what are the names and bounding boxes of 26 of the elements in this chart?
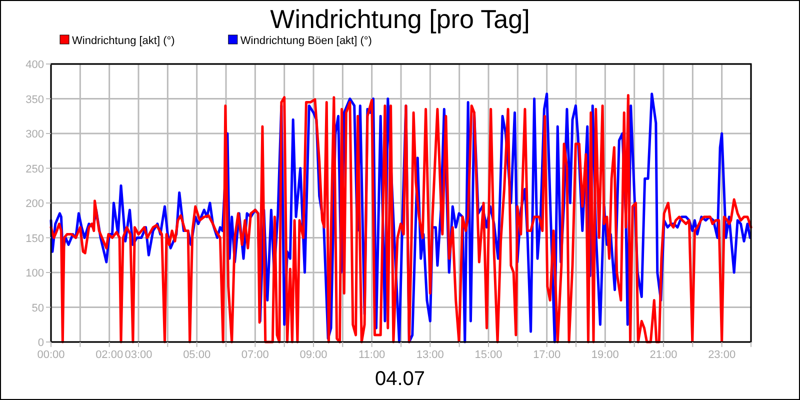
x-tick-label: 21:00 bbox=[650, 349, 678, 361]
chart-title: Windrichtung [pro Tag] bbox=[270, 4, 530, 34]
x-tick-label: 11:00 bbox=[358, 349, 386, 361]
x-tick-label: 05:00 bbox=[183, 349, 211, 361]
x-tick-label: 19:00 bbox=[591, 349, 619, 361]
y-tick-label: 350 bbox=[26, 94, 44, 106]
x-tick-label: 15:00 bbox=[474, 349, 502, 361]
y-tick-label: 250 bbox=[26, 163, 44, 176]
x-tick-label: 07:00 bbox=[241, 349, 269, 361]
x-tick-label: 13:00 bbox=[416, 349, 444, 361]
legend-label: Windrichtung [akt] (°) bbox=[72, 35, 175, 47]
y-tick-label: 150 bbox=[26, 232, 44, 245]
x-tick-label: 17:00 bbox=[533, 349, 561, 361]
x-tick-label: 23:00 bbox=[708, 349, 736, 361]
y-tick-label: 100 bbox=[26, 268, 44, 280]
x-tick-label: 02:00 bbox=[96, 349, 124, 361]
y-tick-label: 200 bbox=[26, 198, 44, 210]
y-tick-label: 50 bbox=[32, 302, 44, 314]
x-tick-label: 09:00 bbox=[300, 349, 328, 361]
x-tick-label: 03:00 bbox=[124, 349, 152, 361]
x-axis-title: 04.07 bbox=[374, 368, 426, 390]
y-tick-label: 0 bbox=[38, 337, 44, 349]
y-tick-label: 400 bbox=[26, 59, 44, 71]
legend-label: Windrichtung Böen [akt] (°) bbox=[240, 35, 372, 47]
x-tick-label: 00:00 bbox=[37, 349, 65, 361]
y-tick-label: 300 bbox=[26, 128, 44, 140]
